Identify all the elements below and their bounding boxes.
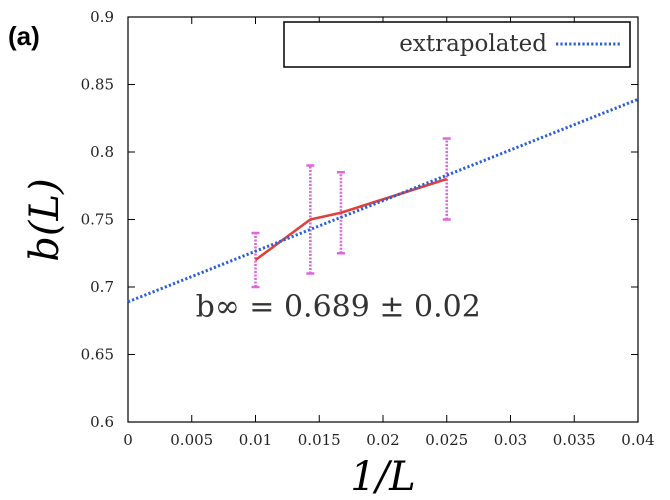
- y-tick-label: 0.8: [90, 143, 114, 161]
- y-tick-label: 0.7: [90, 278, 114, 296]
- fit-annotation: b∞ = 0.689 ± 0.02: [196, 290, 481, 325]
- legend: extrapolated: [283, 21, 631, 68]
- x-tick-label: 0.01: [239, 431, 272, 449]
- y-axis-label: b(L): [22, 178, 68, 261]
- y-tick-label: 0.65: [81, 346, 114, 364]
- x-tick-label: 0.015: [298, 431, 341, 449]
- x-tick-label: 0.005: [170, 431, 213, 449]
- legend-label: extrapolated: [399, 31, 547, 57]
- plot-frame: [127, 16, 639, 423]
- series-extrapolated: [127, 97, 639, 304]
- labels: b∞ = 0.689 ± 0.02 1/L b(L) (a): [8, 21, 481, 500]
- x-tick-label: 0.035: [553, 431, 596, 449]
- y-tick-label: 0.85: [81, 76, 114, 94]
- y-tick-label: 0.9: [90, 8, 114, 26]
- legend-box: [283, 21, 631, 68]
- x-tick-label: 0.04: [621, 431, 654, 449]
- panel-label: (a): [8, 21, 40, 51]
- x-tick-label: 0.02: [366, 431, 399, 449]
- y-tick-label: 0.75: [81, 211, 114, 229]
- axes: [127, 16, 639, 423]
- x-tick-label: 0: [123, 431, 133, 449]
- x-axis-label: 1/L: [350, 454, 416, 500]
- error-bar: [251, 231, 260, 289]
- y-tick-label: 0.6: [90, 413, 114, 431]
- error-bars: [251, 137, 451, 289]
- x-tick-label: 0.03: [494, 431, 527, 449]
- series-data: [254, 177, 448, 262]
- series: [127, 97, 639, 304]
- ticks: 0 0.005 0.01 0.015 0.02 0.025 0.03 0.035 0.04 0.6…: [81, 8, 655, 449]
- x-tick-label: 0.025: [425, 431, 468, 449]
